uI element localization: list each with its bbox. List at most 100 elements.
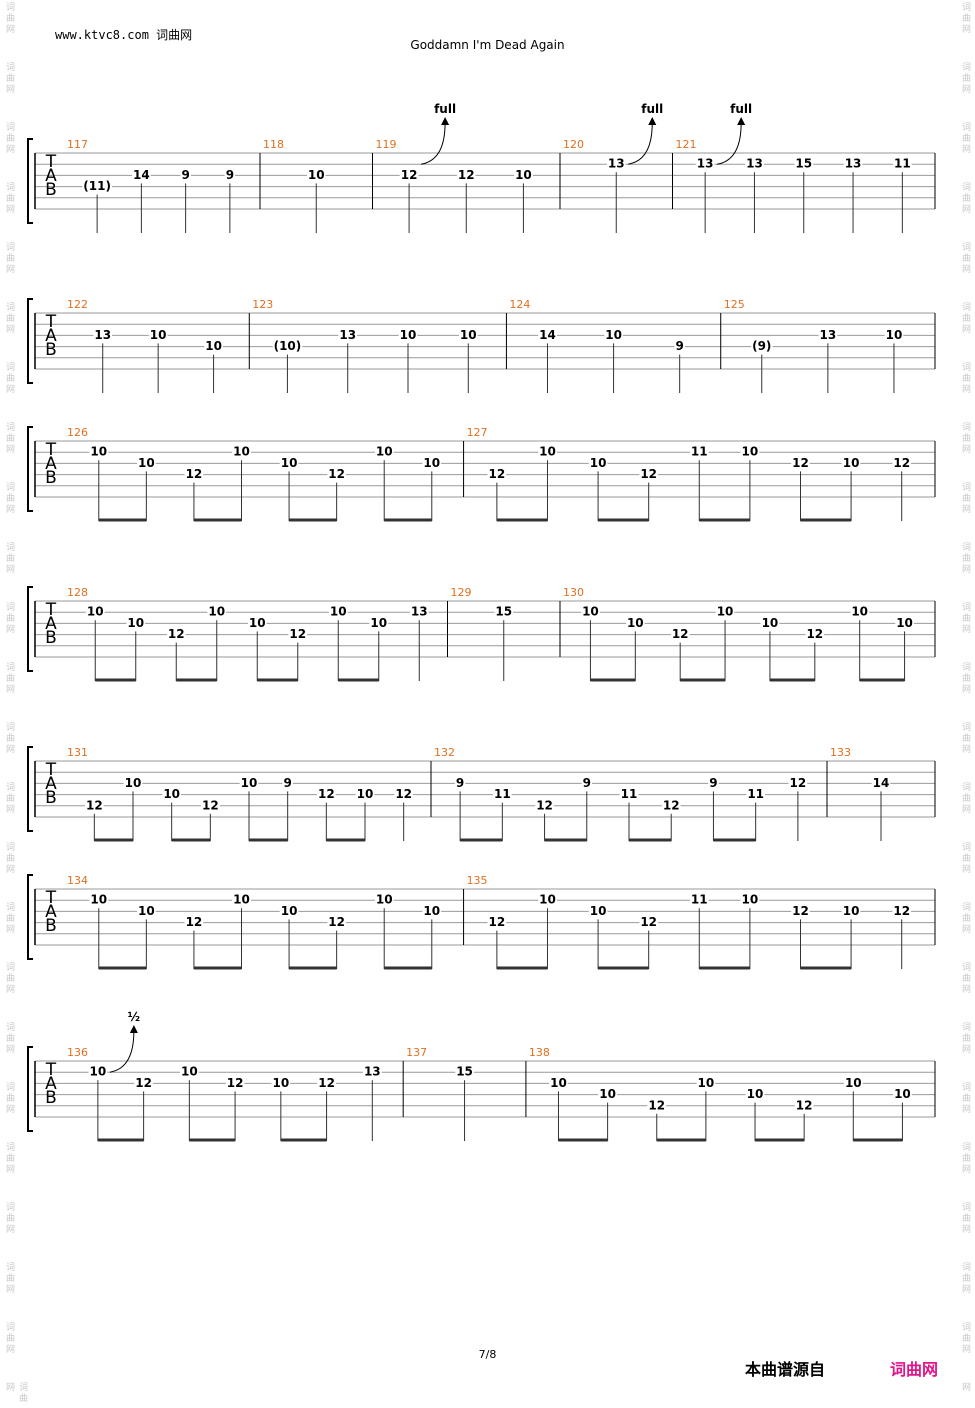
fret-mask	[715, 607, 735, 618]
fret-mask	[328, 607, 348, 618]
watermark: 词曲网	[960, 62, 970, 95]
fret-mask	[892, 458, 912, 469]
fret-mask	[492, 789, 512, 800]
fret-number: 10	[150, 328, 167, 342]
fret-number: 10	[127, 616, 144, 630]
fret-number: 10	[330, 605, 347, 619]
fret-mask	[338, 330, 358, 341]
measure-number: 118	[263, 138, 284, 151]
fret-mask	[362, 1067, 382, 1078]
measure-number: 126	[67, 426, 88, 439]
fret-number: 10	[308, 168, 325, 182]
watermark: 词曲网	[4, 962, 14, 995]
fret-mask	[239, 778, 259, 789]
tab-clef: TAB	[45, 760, 57, 808]
fret-number: 12	[806, 627, 823, 641]
watermark: 词曲网	[4, 302, 14, 335]
fret-number: 12	[796, 1098, 813, 1112]
fret-mask	[841, 458, 861, 469]
watermark: 词曲网	[960, 722, 970, 755]
fret-mask	[224, 170, 236, 181]
watermark: 词曲网	[4, 422, 14, 455]
fret-number: 11	[494, 787, 511, 801]
watermark: 词曲网	[4, 182, 14, 215]
fret-mask	[89, 447, 109, 458]
measure-number: 125	[724, 298, 745, 311]
brace	[27, 1046, 33, 1132]
tab-clef: TAB	[45, 312, 57, 360]
fret-number: 12	[318, 1076, 335, 1090]
fret-mask	[456, 170, 476, 181]
fret-mask	[884, 330, 904, 341]
fret-number: 10	[605, 328, 622, 342]
tab-clef: TAB	[45, 600, 57, 648]
fret-mask	[549, 1078, 568, 1089]
watermark: 词曲网	[960, 782, 970, 815]
fret-number: 14	[539, 328, 556, 342]
fret-mask	[369, 618, 389, 629]
fret-number: 12	[790, 776, 807, 790]
fret-mask	[494, 607, 514, 618]
fret-mask	[282, 778, 293, 789]
fret-mask	[588, 906, 608, 917]
fret-number: (9)	[752, 339, 771, 353]
fret-mask	[708, 778, 719, 789]
fret-number: 15	[795, 157, 812, 171]
fret-mask	[805, 629, 825, 640]
fret-mask	[200, 800, 220, 811]
measure-number: 122	[67, 298, 88, 311]
fret-number: 10	[539, 893, 556, 907]
fret-number: 12	[227, 1076, 244, 1090]
bend-arrow	[628, 122, 653, 165]
fret-mask	[88, 1067, 108, 1078]
watermark: 词曲网	[4, 662, 14, 695]
fret-number: 14	[873, 776, 890, 790]
arrow-head	[648, 117, 657, 125]
fret-mask	[355, 789, 375, 800]
fret-number: 15	[456, 1065, 473, 1079]
fret-mask	[895, 618, 914, 629]
fret-mask	[791, 458, 810, 469]
fret-number: 10	[233, 893, 250, 907]
fret-mask	[871, 778, 891, 789]
fret-mask	[247, 618, 267, 629]
watermark: 词曲网	[4, 1382, 27, 1404]
fret-number: 11	[621, 787, 638, 801]
fret-mask	[454, 778, 466, 789]
fret-mask	[588, 458, 608, 469]
fret-mask	[137, 458, 156, 469]
fret-mask	[538, 447, 557, 458]
fret-mask	[794, 1100, 814, 1111]
fret-mask	[394, 789, 414, 800]
fret-number: 10	[87, 605, 104, 619]
fret-number: 10	[181, 1065, 198, 1079]
fret-number: 10	[843, 456, 860, 470]
fret-number: 10	[423, 456, 440, 470]
fret-number: 10	[125, 776, 142, 790]
fret-mask	[204, 341, 223, 352]
fret-number: 10	[138, 456, 155, 470]
fret-number: 12	[663, 798, 680, 812]
watermark: 词曲网	[4, 602, 14, 635]
fret-number: 10	[208, 605, 225, 619]
fret-mask	[327, 469, 346, 480]
fret-mask	[788, 778, 808, 789]
fret-mask	[639, 469, 659, 480]
fret-number: 11	[691, 893, 708, 907]
fret-mask	[399, 170, 419, 181]
measure-number: 124	[509, 298, 530, 311]
fret-mask	[535, 800, 554, 811]
fret-number: 10	[376, 445, 393, 459]
fret-mask	[279, 458, 299, 469]
fret-number: 10	[233, 445, 250, 459]
fret-number: 10	[717, 605, 734, 619]
fret-number: 12	[395, 787, 412, 801]
measure-number: 129	[451, 586, 472, 599]
fret-mask	[746, 789, 766, 800]
fret-mask	[84, 800, 104, 811]
bend-label: ½	[128, 1010, 140, 1024]
fret-number: 15	[495, 605, 512, 619]
bend-arrow	[421, 122, 446, 165]
watermark: 词曲网	[960, 242, 970, 275]
fret-number: 10	[241, 776, 258, 790]
